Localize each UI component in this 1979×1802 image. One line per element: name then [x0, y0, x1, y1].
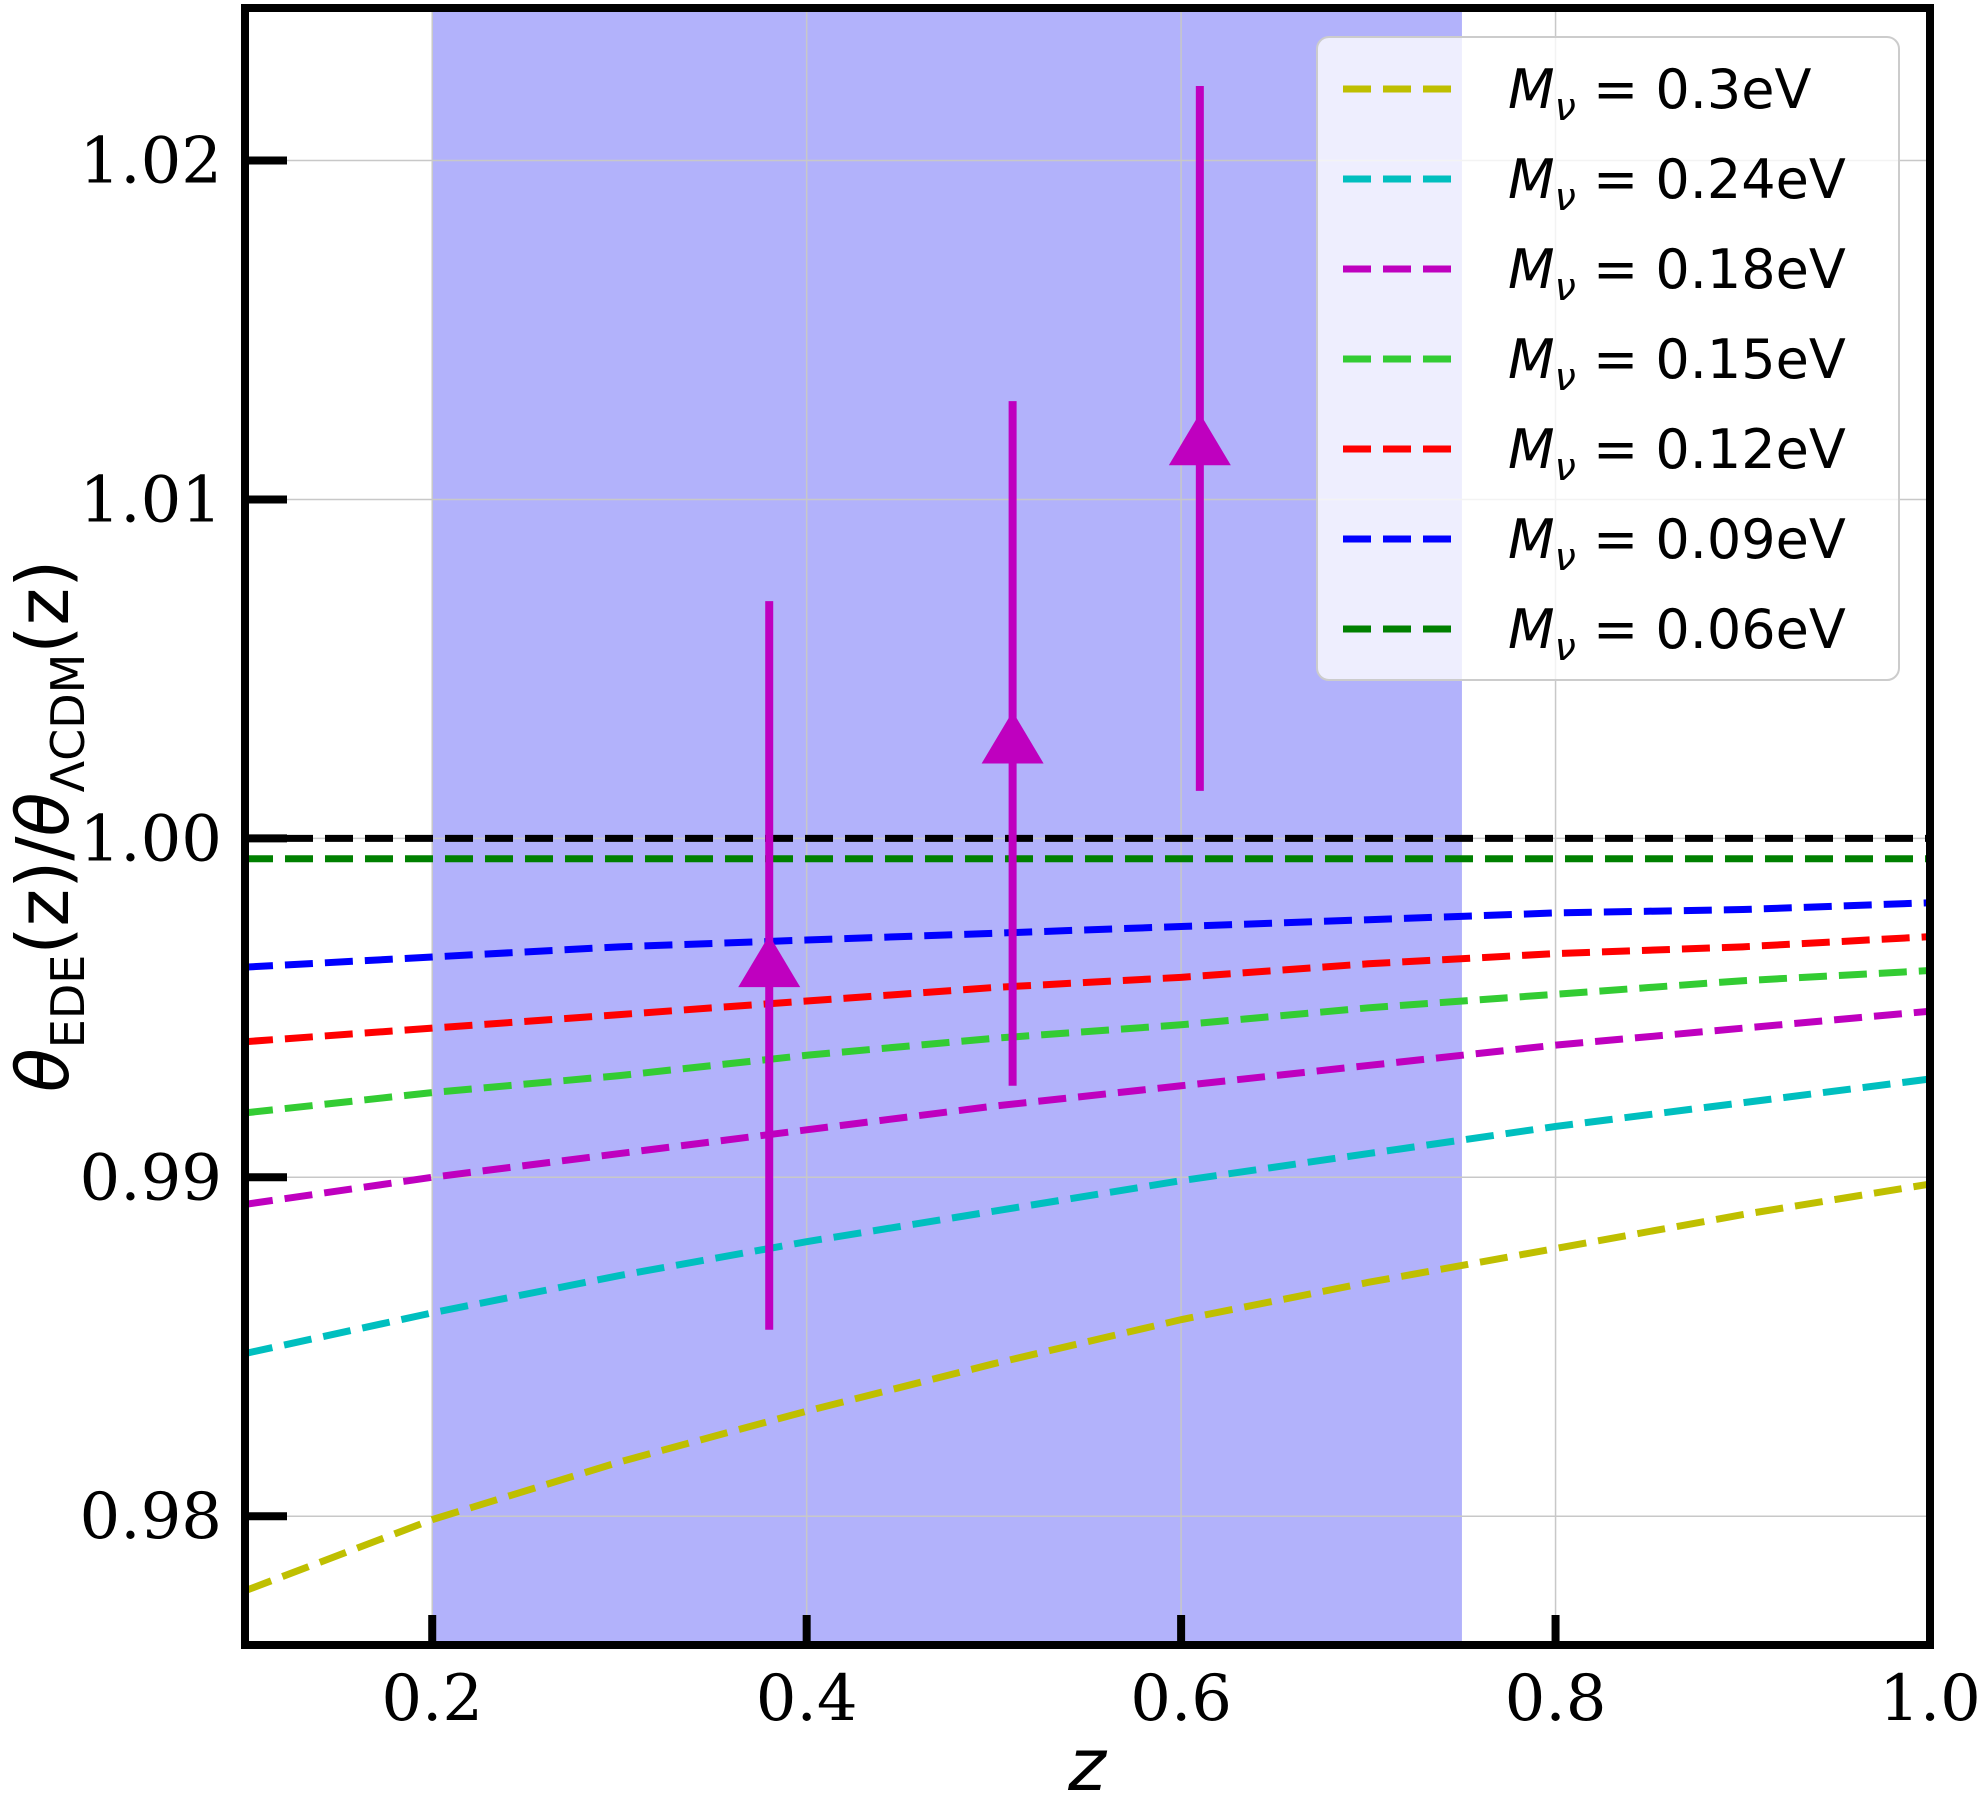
y-axis-label: θEDE(z)/θΛCDM(z) [1, 560, 95, 1093]
y-tick-label-2: 1.00 [80, 802, 223, 876]
x-axis-label: z [1067, 1723, 1108, 1802]
plot-frame [241, 4, 1934, 1649]
series-line-4 [245, 933, 1930, 1046]
legend-label-5: Mν = 0.09eV [1508, 508, 1846, 579]
data-point-1 [981, 711, 1044, 764]
axis-ticks: 0.2 0.4 0.6 0.8 1.0 0.98 0.99 1.00 1.01 1.02 [80, 125, 1979, 1736]
x-tick-label-3: 0.8 [1505, 1662, 1607, 1736]
legend-box [1316, 36, 1900, 681]
series-line-5 [245, 899, 1930, 971]
y-tick-label-3: 1.01 [80, 463, 223, 537]
shaded-redshift-band [432, 8, 1462, 1645]
data-point-2 [1168, 413, 1231, 466]
legend-label-6: Mν = 0.06eV [1508, 598, 1846, 669]
series-line-0 [245, 1180, 1930, 1595]
data-points [738, 85, 1231, 1330]
y-tick-label-1: 0.99 [80, 1141, 223, 1215]
series-line-3 [245, 967, 1930, 1117]
y-tick-label-0: 0.98 [80, 1480, 223, 1554]
x-tick-label-0: 0.2 [381, 1662, 483, 1736]
x-tick-label-1: 0.4 [756, 1662, 858, 1736]
series-lines [245, 834, 1930, 1595]
data-point-0 [738, 935, 801, 988]
x-tick-label-2: 0.6 [1130, 1662, 1232, 1736]
x-tick-label-4: 1.0 [1879, 1662, 1979, 1736]
legend-label-4: Mν = 0.12eV [1508, 418, 1846, 489]
series-line-1 [245, 1075, 1930, 1357]
legend: Mν = 0.3eV Mν = 0.24eV Mν = 0.18eV Mν = 0.1… [1316, 36, 1900, 681]
legend-label-2: Mν = 0.18eV [1508, 238, 1846, 309]
legend-label-3: Mν = 0.15eV [1508, 328, 1846, 399]
legend-label-0: Mν = 0.3eV [1508, 58, 1812, 129]
series-line-2 [245, 1007, 1930, 1208]
legend-label-1: Mν = 0.24eV [1508, 148, 1846, 219]
y-tick-label-4: 1.02 [80, 125, 223, 199]
